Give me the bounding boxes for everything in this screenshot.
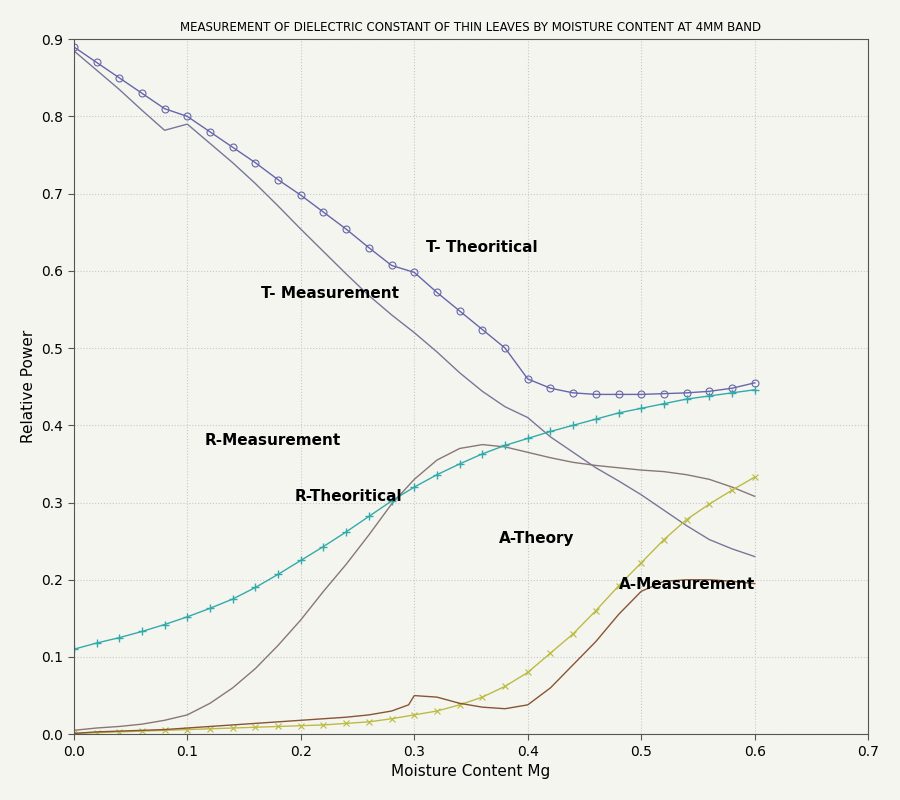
Y-axis label: Relative Power: Relative Power <box>21 330 36 443</box>
Text: R-Measurement: R-Measurement <box>204 433 340 447</box>
X-axis label: Moisture Content Mg: Moisture Content Mg <box>392 764 551 779</box>
Text: A-Measurement: A-Measurement <box>618 577 755 592</box>
Title: MEASUREMENT OF DIELECTRIC CONSTANT OF THIN LEAVES BY MOISTURE CONTENT AT 4MM BAN: MEASUREMENT OF DIELECTRIC CONSTANT OF TH… <box>181 21 761 34</box>
Text: R-Theoritical: R-Theoritical <box>295 489 402 504</box>
Text: T- Measurement: T- Measurement <box>261 286 399 301</box>
Text: T- Theoritical: T- Theoritical <box>426 239 537 254</box>
Text: A-Theory: A-Theory <box>500 530 575 546</box>
